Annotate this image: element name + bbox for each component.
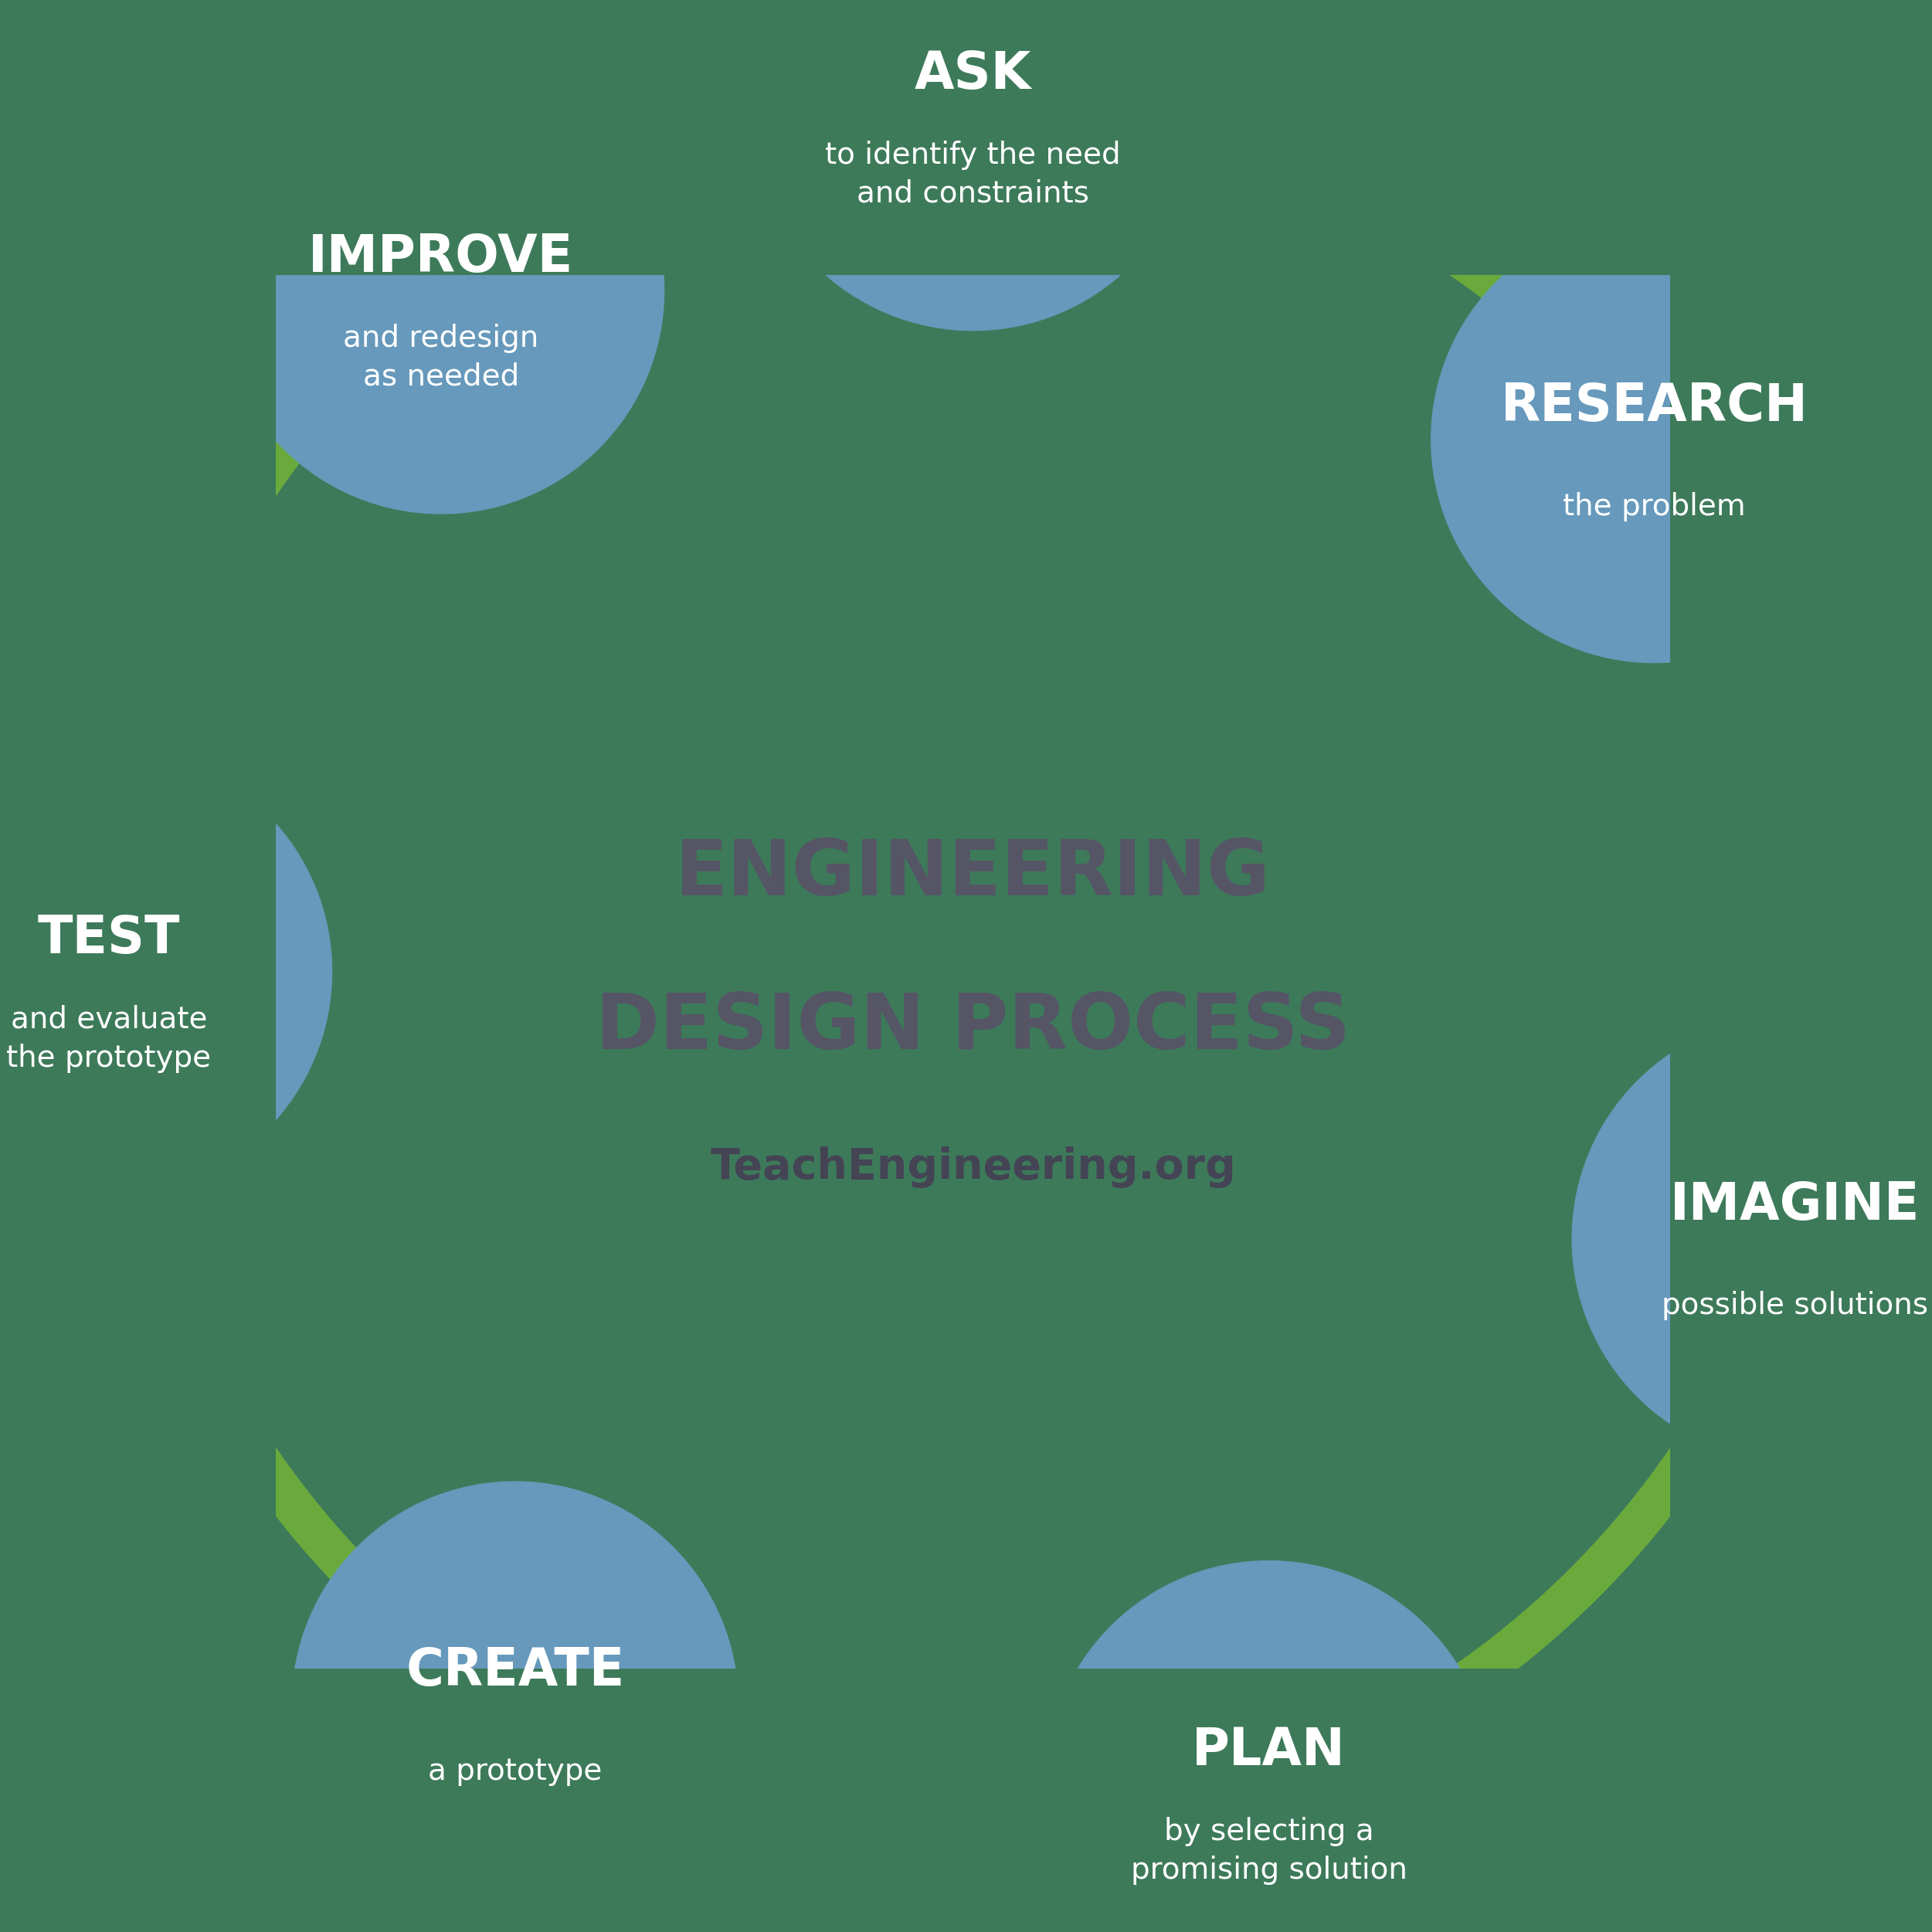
Text: RESEARCH: RESEARCH [1501,381,1808,431]
Text: possible solutions: possible solutions [1662,1291,1928,1320]
Circle shape [1045,1561,1492,1932]
Text: by selecting a
promising solution: by selecting a promising solution [1130,1816,1406,1886]
Text: TEST: TEST [37,912,180,964]
Text: the problem: the problem [1563,493,1747,522]
Text: TeachEngineering.org: TeachEngineering.org [711,1146,1236,1188]
Text: PLAN: PLAN [1192,1725,1345,1776]
Text: IMPROVE: IMPROVE [309,232,574,282]
Circle shape [0,750,332,1194]
Text: and redesign
as needed: and redesign as needed [344,323,539,392]
Text: IMAGINE: IMAGINE [1671,1180,1920,1231]
Text: to identify the need
and constraints: to identify the need and constraints [825,141,1121,209]
Text: CREATE: CREATE [406,1646,624,1696]
Circle shape [1573,1016,1932,1463]
Text: DESIGN PROCESS: DESIGN PROCESS [595,989,1350,1065]
Circle shape [218,68,665,514]
Circle shape [1432,216,1878,663]
Text: a prototype: a prototype [429,1756,603,1787]
Circle shape [750,0,1196,330]
Text: and evaluate
the prototype: and evaluate the prototype [6,1005,211,1072]
Circle shape [292,1482,738,1928]
Text: ASK: ASK [914,48,1032,99]
Text: ENGINEERING: ENGINEERING [676,837,1271,912]
